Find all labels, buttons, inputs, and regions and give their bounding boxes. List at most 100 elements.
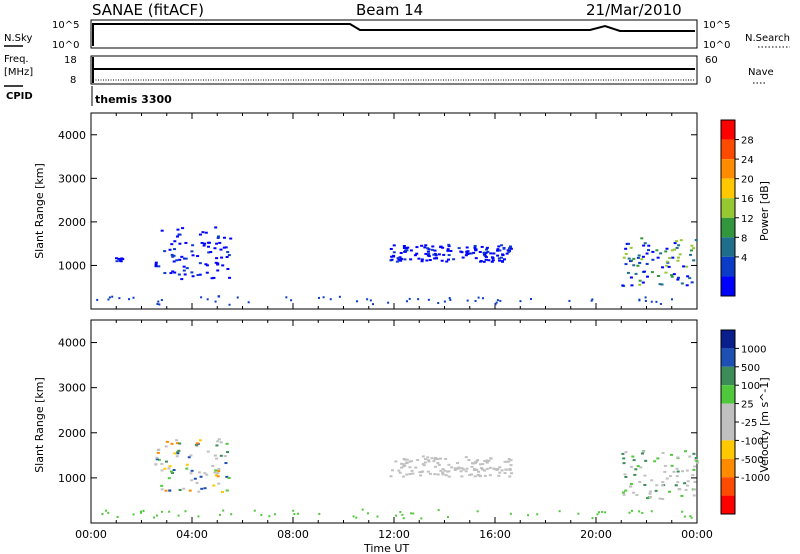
scatter-point — [405, 249, 409, 252]
scatter-point — [236, 296, 239, 299]
scatter-point — [453, 468, 457, 471]
scatter-point — [182, 265, 186, 268]
scatter-point — [691, 474, 695, 477]
colorbar-segment — [721, 458, 735, 478]
scatter-point — [439, 245, 443, 248]
scatter-point — [692, 452, 696, 455]
scatter-point — [645, 262, 649, 265]
scatter-point — [694, 457, 698, 460]
scatter-point — [472, 251, 476, 254]
scatter-point — [395, 514, 398, 517]
scatter-point — [222, 236, 226, 239]
scatter-point — [157, 265, 161, 268]
scatter-point — [443, 469, 447, 472]
scatter-point — [465, 467, 469, 470]
scatter-point — [660, 283, 664, 286]
scatter-point — [427, 255, 431, 258]
scatter-point — [218, 513, 221, 516]
scatter-point — [317, 296, 320, 299]
scatter-point — [170, 442, 174, 445]
scatter-point — [635, 494, 639, 497]
scatter-point — [215, 257, 219, 260]
scatter-point — [629, 465, 633, 468]
scatter-point — [105, 509, 108, 512]
xtick-label: 04:00 — [176, 528, 208, 541]
scatter-point — [184, 510, 187, 513]
colorbar-segment — [721, 237, 735, 257]
scatter-point — [420, 471, 424, 474]
velocity-colorbar: 1000 500 100 25 -25 -100 -500 -1000 — [720, 329, 770, 515]
scatter-point — [685, 469, 689, 472]
scatter-point — [475, 468, 479, 471]
scatter-point — [410, 469, 414, 472]
scatter-point — [390, 255, 394, 258]
scatter-point — [168, 510, 171, 513]
colorbar-tick-label: 28 — [741, 136, 754, 147]
scatter-point — [430, 457, 434, 460]
scatter-point — [156, 451, 160, 454]
colorbar-tick-label: -1000 — [741, 473, 770, 484]
scatter-point — [154, 265, 158, 268]
scatter-point — [498, 466, 502, 469]
scatter-point — [661, 451, 665, 454]
scatter-point — [680, 282, 684, 285]
scatter-point — [247, 301, 250, 304]
scatter-point — [681, 470, 685, 473]
scatter-point — [169, 272, 173, 275]
scatter-point — [219, 441, 223, 444]
scatter-point — [650, 300, 653, 303]
scatter-point — [214, 226, 218, 229]
scatter-point — [636, 264, 640, 267]
scatter-point — [504, 468, 508, 471]
scatter-point — [355, 516, 358, 519]
scatter-point — [228, 276, 232, 279]
scatter-point — [198, 273, 202, 276]
scatter-point — [661, 497, 665, 500]
scatter-point — [482, 251, 486, 254]
scatter-point — [638, 510, 641, 513]
scatter-point — [498, 249, 502, 252]
scatter-point — [500, 256, 504, 259]
scatter-point — [156, 302, 159, 305]
nsky-strip: N.Sky 10^5 10^0 10^5 10^0 N.Search — [4, 19, 790, 51]
scatter-point — [175, 442, 179, 445]
scatter-point — [427, 298, 430, 301]
scatter-point — [285, 296, 288, 299]
scatter-point — [155, 458, 159, 461]
colorbar-tick-label: 8 — [741, 233, 747, 244]
scatter-point — [683, 450, 687, 453]
scatter-point — [473, 244, 477, 247]
scatter-point — [658, 497, 662, 500]
scatter-point — [222, 509, 225, 512]
scatter-point — [441, 468, 445, 471]
scatter-point — [228, 303, 231, 306]
scatter-point — [216, 236, 220, 239]
scatter-point — [197, 471, 201, 474]
scatter-point — [685, 284, 689, 287]
scatter-point — [647, 244, 651, 247]
scatter-point — [402, 245, 406, 248]
scatter-point — [376, 515, 379, 518]
scatter-point — [640, 237, 644, 240]
scatter-point — [401, 513, 404, 516]
scatter-point — [459, 250, 463, 253]
scatter-point — [290, 299, 293, 302]
scatter-point — [681, 510, 684, 513]
scatter-point — [115, 260, 119, 263]
scatter-point — [639, 466, 643, 469]
scatter-point — [418, 471, 422, 474]
scatter-point — [185, 467, 189, 470]
scatter-point — [473, 461, 477, 464]
scatter-point — [471, 462, 475, 465]
scatter-point — [191, 244, 195, 247]
scatter-point — [155, 514, 158, 517]
ytick-label: 2000 — [58, 427, 86, 440]
scatter-point — [498, 259, 502, 262]
scatter-point — [140, 511, 143, 514]
scatter-point — [217, 470, 221, 473]
scatter-point — [496, 248, 500, 251]
scatter-point — [216, 440, 220, 443]
scatter-point — [226, 251, 230, 254]
scatter-point — [204, 263, 208, 266]
scatter-point — [689, 249, 693, 252]
